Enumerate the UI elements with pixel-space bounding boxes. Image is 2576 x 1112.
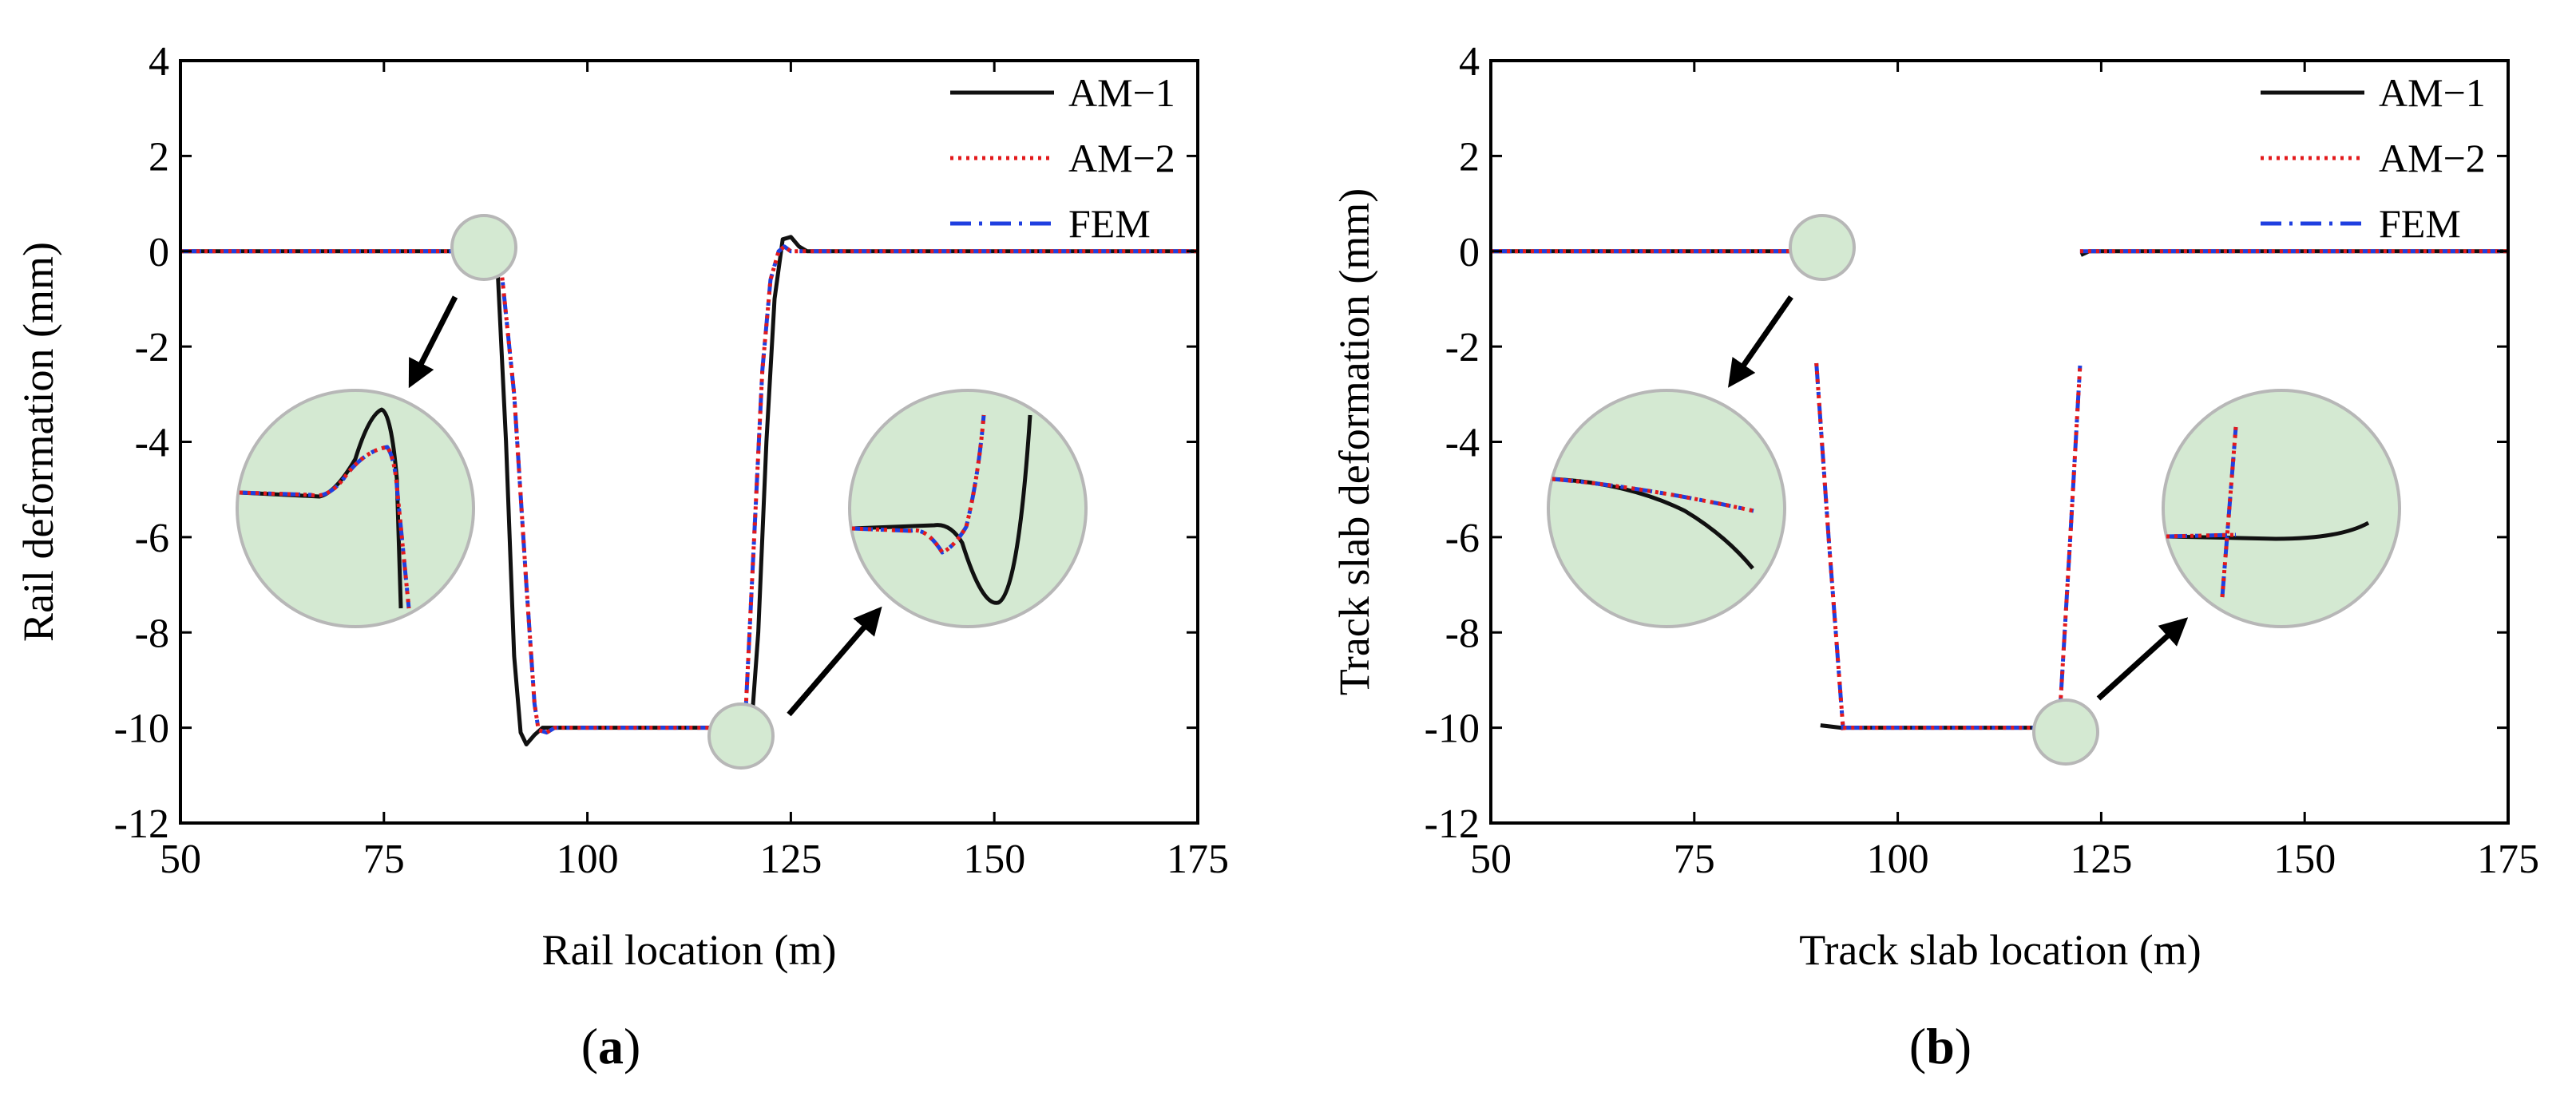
y-tick-label: -12 <box>1425 801 1480 847</box>
y-tick-label: -12 <box>114 801 169 847</box>
panel-a-label: (a) <box>581 1018 641 1074</box>
panel-b-y-axis-label: Track slab deformation (mm) <box>1330 188 1378 695</box>
legend-entry: FEM <box>1068 201 1151 246</box>
zoom-curve-am2 <box>851 414 986 555</box>
series-line-dashdot <box>2056 365 2083 730</box>
panel-a-label-letter: a <box>598 1018 624 1074</box>
legend-entry: FEM <box>2379 201 2461 246</box>
x-tick-label: 50 <box>160 837 201 882</box>
series-line-dotted <box>2056 365 2083 730</box>
panel-a-x-ticks: 50 75 100 125 150 175 <box>160 61 1229 882</box>
zoom-target-circle <box>450 214 517 281</box>
panel-a-zoom-insets <box>236 214 1088 770</box>
zoom-inset-bubble <box>1547 389 1786 628</box>
panel-a-x-axis-label: Rail location (m) <box>542 926 837 974</box>
zoom-target-circle <box>707 702 775 770</box>
panel-b-legend: AM−1 AM−2 FEM <box>2261 70 2486 246</box>
zoom-target-circle <box>1789 214 1856 281</box>
zoom-curve-am1 <box>851 414 1032 605</box>
x-tick-label: 75 <box>1674 837 1715 882</box>
panel-a-legend: AM−1 AM−2 FEM <box>950 70 1175 246</box>
zoom-curve-am2 <box>1552 477 1754 513</box>
x-tick-label: 125 <box>2070 837 2132 882</box>
y-tick-label: -8 <box>135 611 169 656</box>
panel-a-y-ticks: 4 2 0 -2 -4 -6 -8 -10 -12 <box>114 39 1198 847</box>
panel-a: 50 75 100 125 150 175 4 2 0 -2 -4 -6 -8 -10 -12 Rail … <box>14 39 1229 1074</box>
x-tick-label: 175 <box>1167 837 1229 882</box>
legend-entry: AM−2 <box>2379 136 2486 180</box>
y-tick-label: -10 <box>1425 706 1480 752</box>
zoom-arrow <box>1728 295 1793 388</box>
zoom-curve-am2 <box>2166 426 2238 598</box>
x-tick-label: 100 <box>1867 837 1929 882</box>
y-tick-label: 4 <box>1459 39 1480 85</box>
panel-b: 50 75 100 125 150 175 4 2 0 -2 -4 -6 -8 -10 -12 Track… <box>1330 39 2539 1074</box>
x-tick-label: 150 <box>963 837 1025 882</box>
panel-b-plot-area <box>1491 249 2508 730</box>
x-tick-label: 150 <box>2273 837 2336 882</box>
zoom-curve-fem <box>239 445 411 609</box>
panel-a-y-axis-label: Rail deformation (mm) <box>14 242 62 642</box>
series-line-dotted <box>1814 362 1845 730</box>
x-tick-label: 100 <box>557 837 619 882</box>
panel-a-label-open: ( <box>581 1018 598 1074</box>
x-tick-label: 50 <box>1470 837 1512 882</box>
panel-b-x-axis-label: Track slab location (m) <box>1799 926 2201 974</box>
y-tick-label: -8 <box>1445 611 1480 656</box>
panel-b-label-open: ( <box>1909 1018 1926 1074</box>
zoom-arrow <box>2096 617 2189 701</box>
zoom-inset-bubble <box>236 389 475 628</box>
legend-entry: AM−1 <box>1068 70 1175 115</box>
zoom-arrow <box>787 606 882 717</box>
x-tick-label: 75 <box>363 837 405 882</box>
zoom-curve-am1 <box>2166 520 2370 541</box>
panel-b-zoom-insets <box>1547 214 2401 766</box>
y-tick-label: -10 <box>114 706 169 752</box>
legend-entry: AM−2 <box>1068 136 1175 180</box>
y-tick-label: 0 <box>1459 230 1480 275</box>
zoom-target-circle <box>2032 698 2099 766</box>
y-tick-label: -6 <box>1445 516 1480 561</box>
panel-b-label-letter: b <box>1926 1018 1955 1074</box>
y-tick-label: -4 <box>135 421 169 466</box>
y-tick-label: 4 <box>149 39 169 85</box>
panel-b-label: (b) <box>1909 1018 1972 1074</box>
y-tick-label: -4 <box>1445 421 1480 466</box>
y-tick-label: 2 <box>1459 134 1480 180</box>
x-tick-label: 175 <box>2477 837 2539 882</box>
panel-b-label-close: ) <box>1955 1018 1972 1074</box>
panel-b-x-ticks: 50 75 100 125 150 175 <box>1470 61 2539 882</box>
y-tick-label: -6 <box>135 516 169 561</box>
panel-a-label-close: ) <box>624 1018 640 1074</box>
zoom-inset-bubble <box>2162 389 2401 628</box>
zoom-inset-bubble <box>848 389 1088 628</box>
y-tick-label: 0 <box>149 230 169 275</box>
panel-b-y-ticks: 4 2 0 -2 -4 -6 -8 -10 -12 <box>1425 39 2508 847</box>
y-tick-label: -2 <box>1445 325 1480 370</box>
x-tick-label: 125 <box>759 837 822 882</box>
legend-entry: AM−1 <box>2379 70 2486 115</box>
zoom-arrow <box>408 295 458 389</box>
y-tick-label: -2 <box>135 325 169 370</box>
y-tick-label: 2 <box>149 134 169 180</box>
